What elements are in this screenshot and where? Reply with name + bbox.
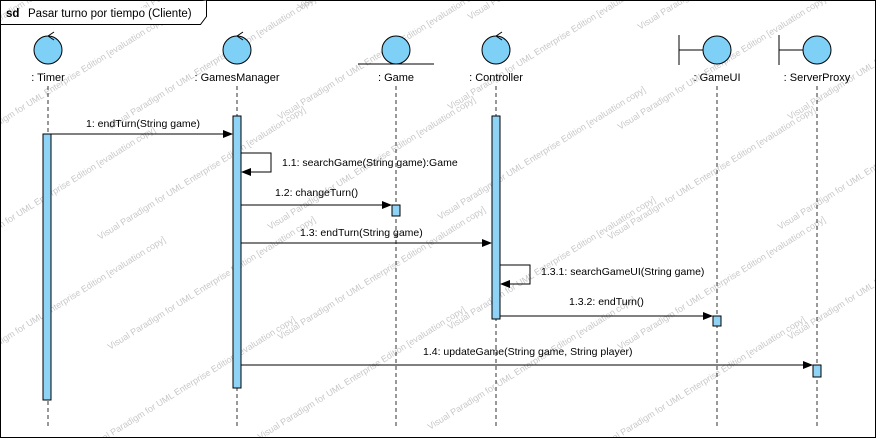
frame-tab — [0, 0, 207, 25]
message-label: 1.4: updateGame(String game, String play… — [423, 346, 633, 358]
message-label: 1.3.2: endTurn() — [569, 296, 644, 308]
control-icon — [481, 31, 511, 65]
lifeline-game[interactable]: : Game — [358, 35, 434, 428]
lifeline-name-timer: : Timer — [31, 72, 65, 84]
evaluation-watermark: Visual Paradigm for UML Enterprise Editi… — [0, 124, 157, 261]
evaluation-watermark: Visual Paradigm for UML Enterprise Editi… — [86, 314, 297, 438]
activation-bar-gamesmanager — [232, 115, 242, 389]
lifeline-serverproxy[interactable]: : ServerProxy — [778, 35, 851, 428]
boundary-icon — [678, 35, 732, 65]
message-label: 1: endTurn(String game) — [86, 118, 200, 130]
activation-bar-timer — [42, 133, 52, 401]
evaluation-watermark: Visual Paradigm for UML Enterprise Editi… — [596, 314, 807, 438]
message-1-2[interactable]: 1.2: changeTurn() — [241, 187, 392, 209]
message-label: 1.3.1: searchGameUI(String game) — [541, 266, 704, 278]
lifeline-gameui[interactable]: : GameUI — [678, 35, 741, 428]
message-1-1-self[interactable]: 1.1: searchGame(String game):Game — [241, 152, 458, 176]
activation-bar-gameui — [712, 315, 722, 327]
message-1-3-2[interactable]: 1.3.2: endTurn() — [500, 296, 713, 320]
message-label: 1.3: endTurn(String game) — [300, 227, 423, 239]
entity-icon — [358, 35, 434, 65]
message-1-3-1-self[interactable]: 1.3.1: searchGameUI(String game) — [500, 264, 704, 288]
activation-bar-controller — [491, 115, 501, 320]
activation-bar-serverproxy — [812, 364, 822, 378]
boundary-icon — [778, 35, 832, 65]
lifeline-name-serverproxy: : ServerProxy — [784, 72, 851, 84]
message-1-4[interactable]: 1.4: updateGame(String game, String play… — [241, 346, 813, 369]
control-icon — [222, 31, 252, 65]
message-1-3[interactable]: 1.3: endTurn(String game) — [241, 227, 492, 247]
evaluation-watermark: Visual Paradigm for UML Enterprise Editi… — [0, 234, 167, 371]
lifeline-name-gamesmanager: : GamesManager — [195, 72, 280, 84]
frame-keyword: sd — [6, 8, 19, 20]
lifeline-name-gameui: : GameUI — [693, 72, 740, 84]
activation-bar-game — [391, 204, 401, 217]
message-label: 1.2: changeTurn() — [275, 187, 358, 199]
message-label: 1.1: searchGame(String game):Game — [282, 157, 458, 169]
message-1[interactable]: 1: endTurn(String game) — [51, 118, 233, 138]
lifeline-name-controller: : Controller — [469, 72, 523, 84]
control-icon — [33, 31, 63, 65]
lifeline-name-game: : Game — [378, 72, 414, 84]
frame-title: Pasar turno por tiempo (Cliente) — [28, 8, 192, 20]
